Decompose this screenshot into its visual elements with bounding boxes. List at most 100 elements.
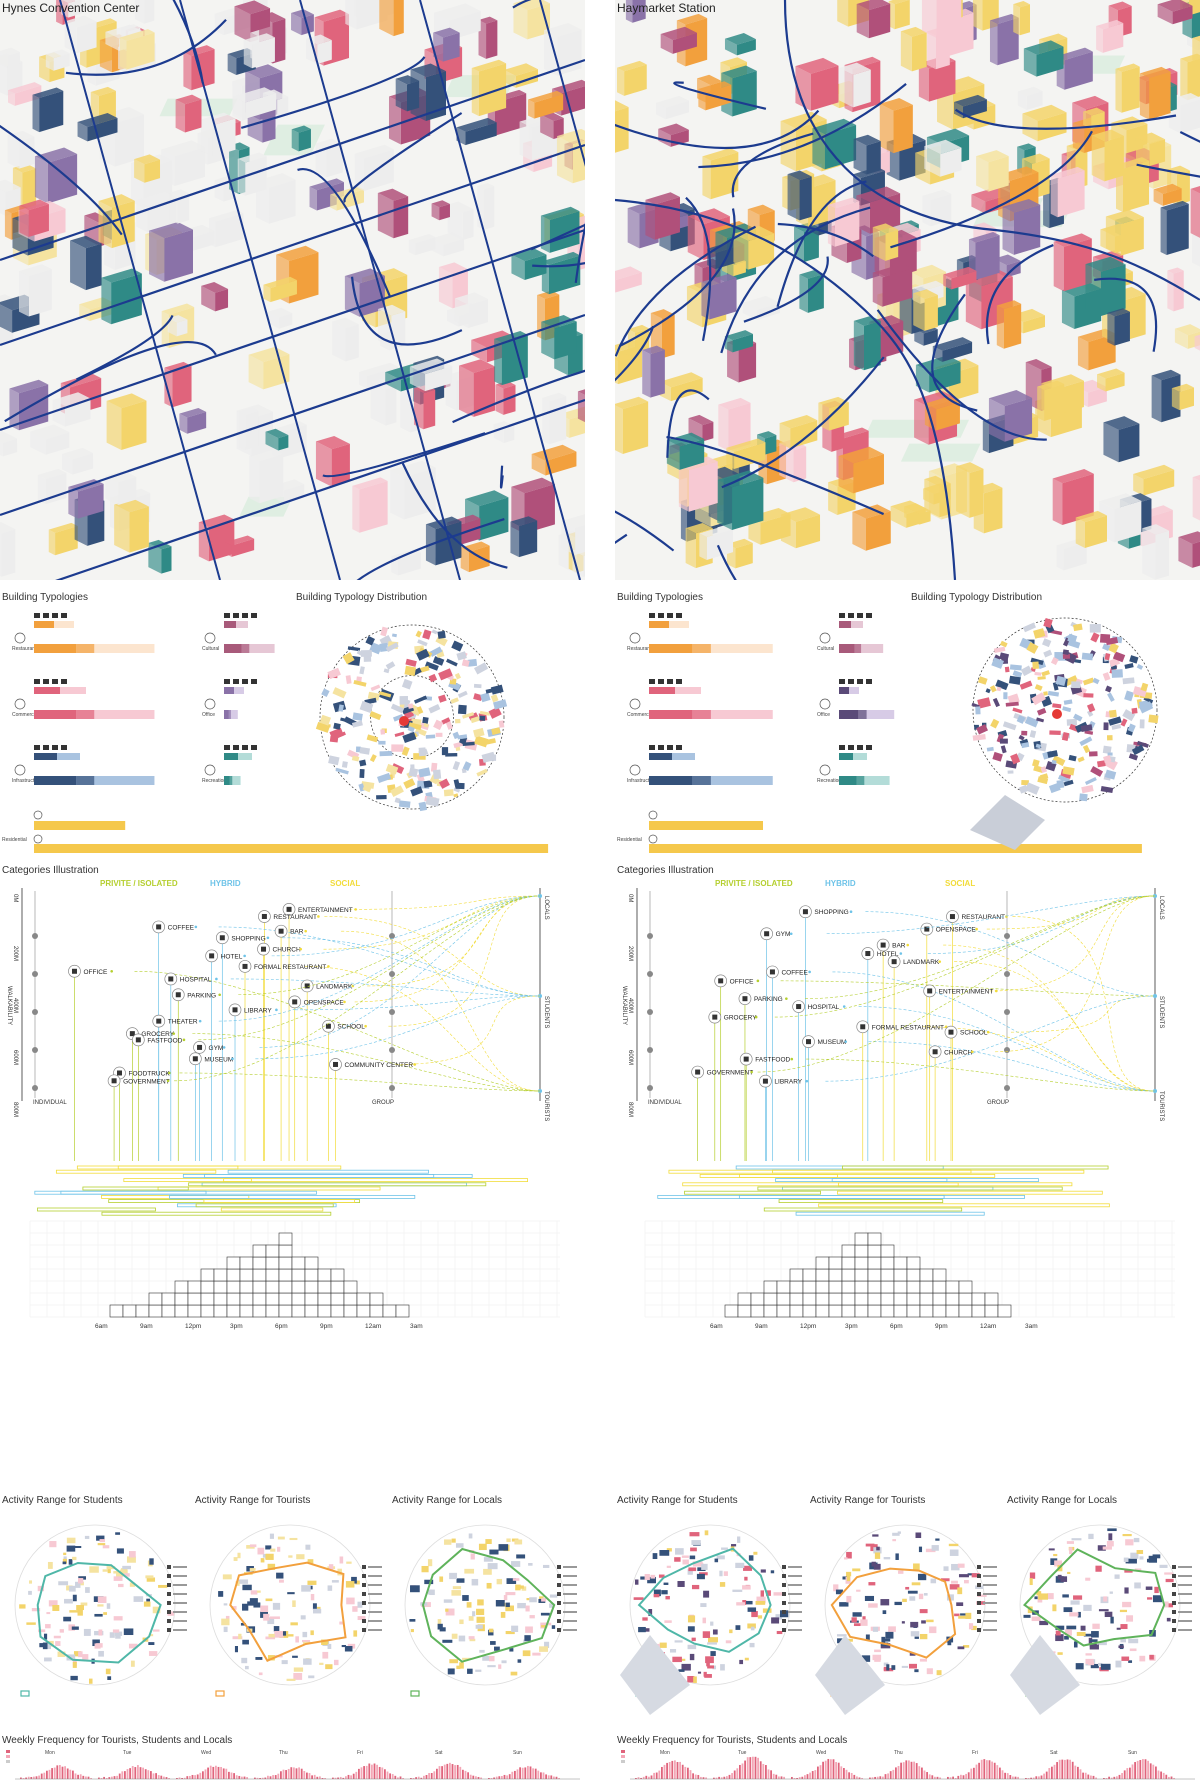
building-side: [305, 38, 318, 64]
building-roof: [812, 118, 857, 135]
activity-block: [128, 1643, 138, 1649]
activity-block: [472, 1611, 476, 1617]
activity-block: [43, 1633, 48, 1640]
activity-block: [539, 1646, 549, 1652]
guide-dot: [647, 1047, 653, 1053]
activity-block: [19, 1604, 26, 1609]
building-roof: [1052, 469, 1094, 484]
building-face: [443, 32, 460, 62]
weekly-bar: [441, 1766, 443, 1779]
weekly-bar: [272, 1775, 274, 1779]
category-icon-glyph: [209, 953, 215, 959]
activity-block: [470, 1553, 475, 1560]
building-roof: [900, 26, 927, 37]
building-face: [737, 39, 756, 56]
building-roof: [922, 189, 952, 201]
weekly-bar: [840, 1766, 843, 1779]
typology-row: Recreation: [202, 745, 257, 785]
activity-block: [1165, 1578, 1174, 1583]
building-roof: [32, 87, 64, 99]
building-roof: [528, 90, 564, 103]
category-icon-glyph: [325, 1023, 331, 1029]
category-label: BAR: [290, 929, 304, 936]
activity-block: [113, 1576, 123, 1581]
building-roof: [780, 111, 827, 129]
weekly-bar: [342, 1777, 345, 1779]
building-side: [540, 114, 554, 140]
building: [291, 9, 314, 36]
weekly-bar: [368, 1763, 371, 1779]
activity-block: [1067, 1571, 1071, 1575]
station-marker: [1052, 709, 1062, 719]
building: [1002, 198, 1041, 255]
activity-block: [524, 1635, 531, 1641]
weekly-bar: [459, 1766, 462, 1779]
category-icon-glyph: [286, 906, 292, 912]
distribution-block: [1010, 753, 1021, 765]
activity-block: [447, 1668, 455, 1675]
activity-block: [129, 1551, 136, 1558]
typology-bar-dark: [34, 710, 77, 719]
activity-block: [44, 1657, 52, 1662]
distribution-block: [352, 712, 363, 721]
weekly-bar: [384, 1769, 386, 1779]
weekly-bar: [869, 1777, 871, 1779]
weekly-bar: [796, 1778, 798, 1779]
activity-block: [886, 1664, 890, 1671]
distribution-block: [1073, 713, 1083, 722]
histogram-cell: [880, 1268, 895, 1282]
weekly-bar: [674, 1760, 676, 1779]
distribution-block: [376, 794, 387, 800]
activity-block: [45, 1624, 51, 1629]
building-roof: [742, 295, 781, 310]
category-icon-glyph: [333, 1061, 339, 1067]
activity-block: [116, 1572, 124, 1577]
weekly-bar: [853, 1774, 856, 1779]
user-group-label: STUDENTS: [543, 996, 549, 1028]
activity-block: [122, 1565, 131, 1570]
activity-block: [479, 1649, 485, 1653]
distribution-block: [383, 668, 390, 674]
histogram-cell: [239, 1292, 254, 1306]
weekly-bar: [770, 1770, 772, 1779]
transit-line: [240, 56, 426, 129]
building-roof: [431, 200, 450, 208]
activity-block: [325, 1664, 333, 1670]
activity-block: [1055, 1576, 1064, 1583]
activity-block: [98, 1629, 103, 1636]
building-side: [0, 189, 6, 216]
legend-text: [368, 1593, 382, 1595]
category-label: GYM: [776, 931, 791, 938]
building-face: [503, 385, 516, 415]
activity-radius: [824, 1524, 986, 1686]
building-face: [1044, 384, 1065, 422]
distribution-block: [1082, 677, 1095, 686]
transit-line: [673, 81, 767, 110]
building-face: [215, 213, 244, 248]
activity-block: [633, 1597, 644, 1600]
distance-label: 0M: [627, 894, 633, 902]
weekly-bar: [1110, 1777, 1113, 1779]
building-face: [462, 209, 474, 241]
activity-block: [97, 1543, 106, 1546]
activity-block: [1050, 1558, 1058, 1565]
category-dot: [222, 1046, 226, 1049]
activity-radius: [629, 1524, 791, 1686]
category-icon-glyph: [129, 1031, 135, 1037]
building: [447, 201, 474, 241]
building-roof: [1097, 368, 1125, 379]
time-tick: 12pm: [800, 1323, 816, 1330]
building-roof: [856, 0, 891, 11]
activity-block: [736, 1602, 745, 1606]
activity-block: [312, 1603, 317, 1610]
distribution-block: [1127, 723, 1136, 733]
transit-line: [685, 196, 712, 342]
activity-block: [659, 1550, 670, 1556]
category-dot: [304, 929, 307, 933]
histogram-cell: [317, 1292, 332, 1306]
distribution-block: [394, 797, 401, 804]
building-face: [632, 0, 646, 23]
weekly-bar: [653, 1772, 655, 1779]
weekly-bar: [954, 1778, 957, 1779]
activity-block: [696, 1573, 705, 1580]
